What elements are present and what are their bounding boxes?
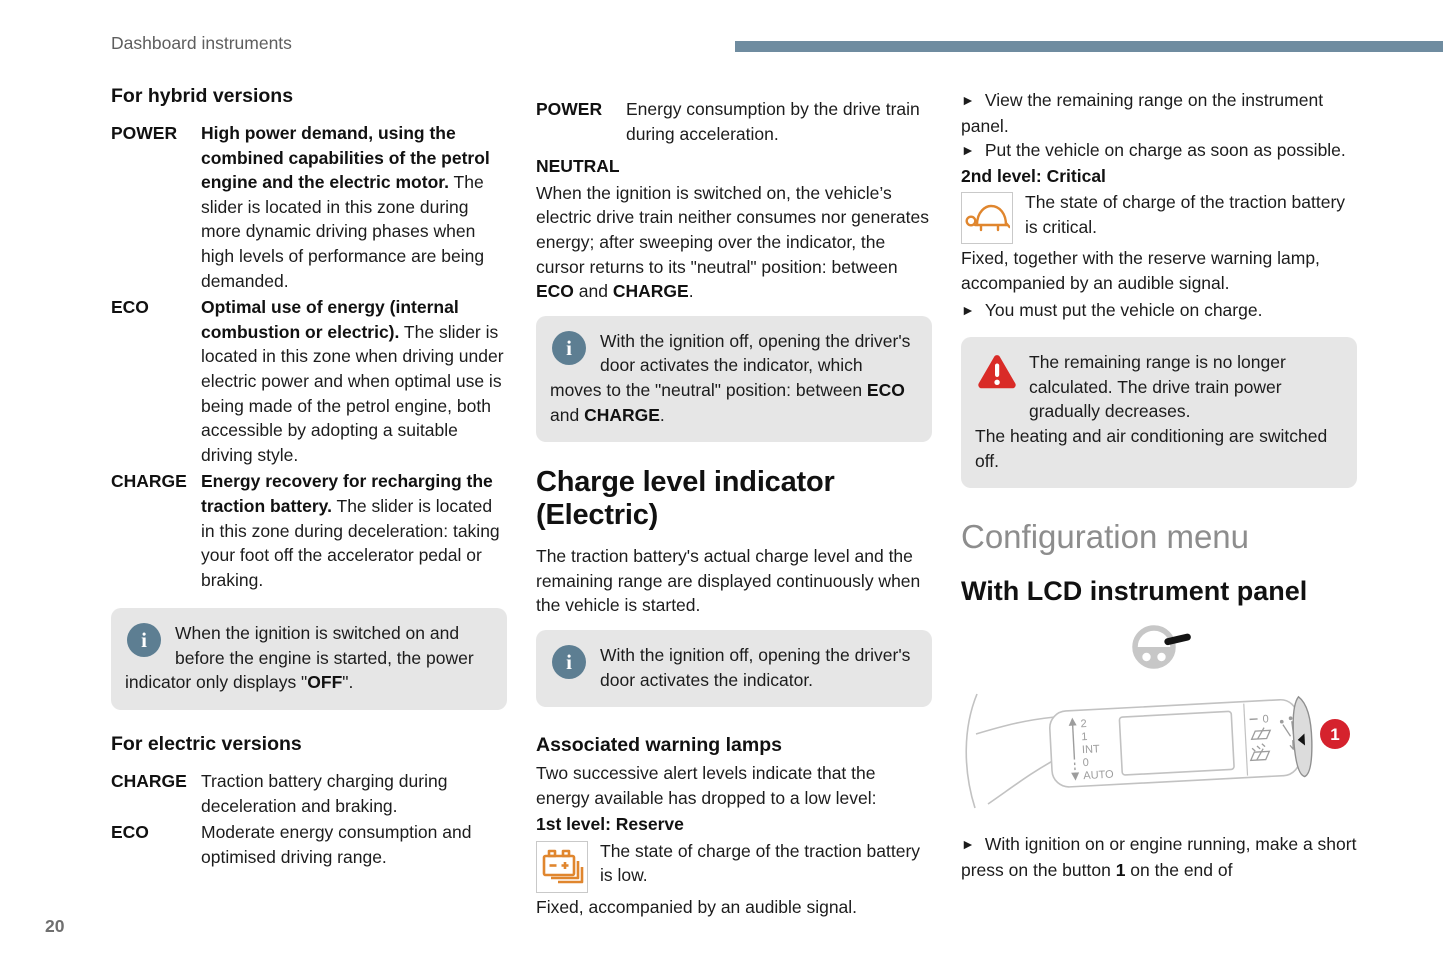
charge-level-heading: Charge level indicator (Electric): [536, 466, 835, 532]
info-note-box: i With the ignition off, opening the dri…: [536, 315, 932, 443]
warning-note-line2: The heating and air conditioning are swi…: [975, 425, 1328, 471]
warning-note-line1: The remaining range is no longer calcula…: [1029, 352, 1286, 422]
action-bullet: ► With ignition on or engine running, mak…: [961, 832, 1357, 882]
button-1-badge-label: 1: [1330, 725, 1339, 744]
turtle-icon: [965, 205, 1010, 232]
action-bullet: ► You must put the vehicle on charge.: [961, 298, 1357, 324]
def-eco-lead: Optimal use of energy (internal combusti…: [201, 297, 459, 342]
warning-note-box: The remaining range is no longer calcula…: [961, 337, 1357, 489]
term-eco-ev: ECO: [111, 822, 149, 843]
steering-wheel-illustration: [961, 621, 1357, 680]
level2-note: Fixed, together with the reserve warning…: [961, 248, 1320, 293]
bullet3-text: You must put the vehicle on charge.: [984, 299, 1263, 320]
stalk-label-2: 2: [1080, 718, 1087, 730]
level2-text: The state of charge of the traction batt…: [1025, 192, 1346, 237]
neutral-paragraph: When the ignition is switched on, the ve…: [536, 182, 929, 302]
def-row: CHARGE Energy recovery for recharging th…: [111, 469, 507, 592]
battery-warning-icon: [542, 849, 584, 884]
def-row: ECO Moderate energy consumption and opti…: [111, 820, 507, 869]
def-eco-ev: Moderate energy consumption and optimise…: [201, 822, 472, 867]
def-row: CHARGE Traction battery charging during …: [111, 769, 507, 818]
bullet-arrow-icon: ►: [961, 142, 975, 159]
battery-warning-icon-box: [536, 840, 588, 893]
critical-lamp-row: The state of charge of the traction batt…: [961, 190, 1357, 245]
def-power-lead: High power demand, using the combined ca…: [201, 123, 490, 193]
info-note-box: i When the ignition is switched on and b…: [111, 608, 507, 711]
info-note-text: With the ignition off, opening the drive…: [550, 330, 911, 425]
term-power: POWER: [111, 123, 178, 143]
def-charge-ev: Traction battery charging during deceler…: [201, 771, 448, 816]
def-power-text: The slider is located in this zone durin…: [201, 172, 485, 291]
bullet4-text: With ignition on or engine running, make…: [961, 834, 1357, 880]
warning-lamps-paragraph: Two successive alert levels indicate tha…: [536, 763, 877, 808]
header-accent-bar: [735, 41, 1443, 52]
steering-wheel-icon: [1132, 625, 1191, 669]
level1-text: The state of charge of the traction batt…: [600, 840, 921, 886]
level1-note: Fixed, accompanied by an audible signal.: [536, 896, 858, 917]
hybrid-heading: For hybrid versions: [111, 85, 294, 107]
page-number: 20: [45, 916, 65, 936]
turtle-warning-icon-box: [961, 192, 1013, 245]
wiper-stalk-illustration: 2 1 INT 0 AUTO 0: [961, 690, 1357, 823]
info-icon: i: [552, 330, 586, 365]
column-3: ► View the remaining range on the instrum…: [961, 88, 1357, 883]
def-power-2: Energy consumption by the drive train du…: [626, 99, 920, 144]
configuration-menu-heading: Configuration menu: [961, 518, 1250, 556]
bullet2-text: Put the vehicle on charge as soon as pos…: [984, 140, 1346, 161]
def-eco-text: The slider is located in this zone when …: [201, 321, 504, 465]
neutral-heading: NEUTRAL: [536, 156, 620, 177]
action-bullet: ► Put the vehicle on charge as soon as po…: [961, 138, 1357, 164]
wiper-stalk-diagram: 2 1 INT 0 AUTO 0: [965, 693, 1350, 808]
lcd-panel-heading: With LCD instrument panel: [961, 576, 1308, 607]
action-bullet: ► View the remaining range on the instrum…: [961, 88, 1357, 138]
bullet1-text: View the remaining range on the instrume…: [961, 90, 1324, 136]
info-icon: i: [127, 623, 161, 658]
charge-level-paragraph: The traction battery's actual charge lev…: [536, 546, 921, 616]
level2-heading: 2nd level: Critical: [961, 165, 1106, 186]
term-power-2: POWER: [536, 99, 603, 119]
stalk-label-0: 0: [1082, 757, 1089, 769]
def-charge-text: The slider is located in this zone durin…: [201, 495, 500, 590]
bullet-arrow-icon: ►: [961, 92, 975, 108]
info-note-text: When the ignition is switched on and bef…: [125, 623, 474, 693]
info-icon: i: [552, 644, 586, 679]
term-charge-ev: CHARGE: [111, 771, 187, 792]
def-eco: Optimal use of energy (internal combusti…: [201, 295, 507, 467]
reserve-lamp-row: The state of charge of the traction batt…: [536, 839, 932, 893]
def-row: POWER High power demand, using the combi…: [111, 121, 507, 293]
info-note-box: i With the ignition off, opening the dri…: [536, 629, 932, 708]
stalk-label-1: 1: [1081, 731, 1088, 743]
column-2: POWER Energy consumption by the drive tr…: [536, 97, 932, 921]
warning-lamps-heading: Associated warning lamps: [536, 734, 782, 757]
electric-heading: For electric versions: [111, 733, 302, 756]
def-row: ECO Optimal use of energy (internal comb…: [111, 295, 507, 467]
term-charge: CHARGE: [111, 471, 187, 492]
warning-triangle-icon: [977, 354, 1017, 397]
def-power: High power demand, using the combined ca…: [201, 121, 507, 293]
stalk-label-wiper0: 0: [1262, 713, 1269, 725]
page-title: Dashboard instruments: [111, 33, 292, 53]
level1-heading: 1st level: Reserve: [536, 814, 684, 835]
info-note-text: With the ignition off, opening the drive…: [600, 644, 911, 690]
stalk-label-auto: AUTO: [1083, 768, 1114, 782]
stalk-label-int: INT: [1082, 743, 1101, 756]
button-1-badge: [1320, 718, 1350, 749]
def-charge: Energy recovery for recharging the tract…: [201, 469, 507, 592]
def-charge-lead: Energy recovery for recharging the tract…: [201, 471, 493, 516]
bullet-arrow-icon: ►: [961, 301, 975, 318]
def-row: POWER Energy consumption by the drive tr…: [536, 97, 932, 146]
column-1: For hybrid versions POWER High power dem…: [111, 84, 507, 871]
term-eco: ECO: [111, 297, 149, 318]
bullet-arrow-icon: ►: [961, 836, 975, 853]
